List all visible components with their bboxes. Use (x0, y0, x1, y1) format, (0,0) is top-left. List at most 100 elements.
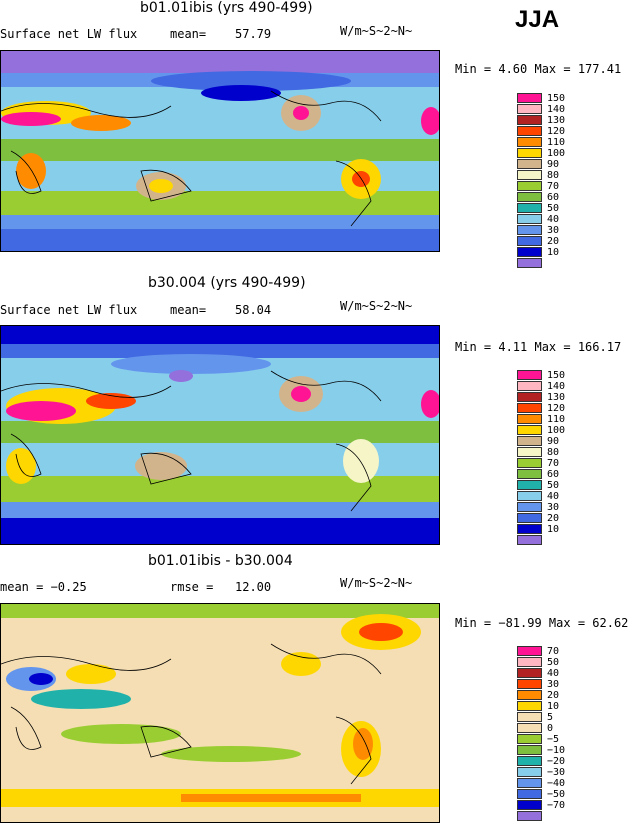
legend-item: 80 (517, 169, 560, 181)
legend-label: 130 (547, 391, 566, 403)
legend-swatch (517, 258, 542, 268)
legend-swatch (517, 447, 542, 457)
legend-label: 20 (547, 512, 560, 524)
legend-swatch (517, 767, 542, 777)
legend-item: 60 (517, 468, 560, 480)
legend-label: 120 (547, 402, 566, 414)
legend-item: 70 (517, 181, 559, 192)
legend-item: 140 (517, 381, 565, 392)
legend-label: 140 (547, 103, 566, 115)
legend-label: −5 (547, 733, 560, 745)
legend-item: 100 (517, 425, 565, 436)
legend-label: 0 (547, 722, 554, 734)
legend-label: 100 (547, 147, 566, 159)
legend-swatch (517, 679, 542, 689)
legend-swatch (517, 458, 542, 468)
legend-label: 40 (547, 490, 560, 502)
legend-swatch (517, 723, 542, 733)
legend-label: 30 (547, 678, 560, 690)
legend-item: 110 (517, 414, 565, 425)
legend-label: 30 (547, 501, 560, 513)
legend-label: 10 (547, 246, 560, 258)
legend-label: 30 (547, 224, 560, 236)
legend-item: 30 (517, 501, 560, 513)
legend-item: 110 (517, 137, 565, 148)
legend-item: 20 (517, 690, 559, 701)
legend-swatch (517, 225, 542, 235)
panel-2-legend: 150 140 130 120 110 100 90 80 70 60 50 4… (517, 369, 577, 545)
legend-label: 50 (547, 202, 560, 214)
legend-label: 80 (547, 169, 560, 181)
panel-3-map (0, 603, 440, 823)
legend-swatch (517, 745, 542, 755)
legend-label: 5 (547, 711, 554, 723)
panel-2-stat-value: 58.04 (235, 303, 272, 317)
legend-label: 90 (547, 158, 560, 170)
legend-label: 130 (547, 114, 566, 126)
legend-swatch (517, 214, 542, 224)
legend-swatch (517, 381, 542, 391)
legend-item: 10 (517, 524, 559, 535)
legend-swatch (517, 491, 542, 501)
legend-item: 50 (517, 202, 560, 214)
legend-item: −5 (517, 733, 560, 745)
panel-3-minmax: Min = −81.99 Max = 62.62 (455, 616, 629, 630)
legend-label: −20 (547, 755, 566, 767)
panel-2-map (0, 325, 440, 545)
legend-swatch (517, 734, 542, 744)
legend-item: 10 (517, 701, 559, 712)
legend-swatch (517, 403, 542, 413)
legend-swatch (517, 778, 542, 788)
legend-swatch (517, 370, 542, 380)
legend-swatch (517, 104, 542, 114)
legend-swatch (517, 469, 542, 479)
legend-swatch (517, 392, 542, 402)
legend-item: 120 (517, 125, 566, 137)
legend-swatch (517, 436, 542, 446)
panel-2-units: W/m~S~2~N~ (340, 299, 413, 313)
panel-2-field-label: Surface net LW flux (0, 303, 138, 317)
legend-swatch (517, 756, 542, 766)
legend-label: 120 (547, 125, 566, 137)
legend-label: 150 (547, 92, 566, 104)
legend-swatch (517, 148, 542, 158)
legend-swatch (517, 701, 542, 711)
legend-item: 40 (517, 668, 559, 679)
panel-2-stat-label: mean= (170, 303, 207, 317)
legend-swatch (517, 181, 542, 191)
panel-3-mean: mean = −0.25 (0, 580, 87, 594)
legend-swatch (517, 126, 542, 136)
legend-item: −50 (517, 788, 566, 800)
panel-3-title: b01.01ibis - b30.004 (148, 553, 293, 569)
panel-3-units: W/m~S~2~N~ (340, 576, 413, 590)
legend-item: 0 (517, 722, 554, 734)
legend-label: −50 (547, 788, 566, 800)
legend-label: 60 (547, 468, 560, 480)
legend-swatch (517, 524, 542, 534)
legend-swatch (517, 513, 542, 523)
legend-swatch (517, 690, 542, 700)
legend-swatch (517, 789, 542, 799)
legend-item: −40 (517, 777, 566, 789)
legend-item: 150 (517, 369, 566, 381)
legend-item: 50 (517, 480, 559, 491)
legend-item (517, 811, 542, 821)
legend-item: −70 (517, 800, 565, 811)
legend-item: 5 (517, 711, 554, 723)
panel-1-units: W/m~S~2~N~ (340, 24, 413, 38)
legend-swatch (517, 668, 542, 678)
panel-1-stat-label: mean= (170, 27, 207, 41)
legend-swatch (517, 414, 542, 424)
legend-item: 90 (517, 435, 560, 447)
legend-label: −40 (547, 777, 566, 789)
panel-2-title: b30.004 (yrs 490-499) (148, 275, 306, 291)
season-label: JJA (515, 6, 560, 33)
legend-label: 150 (547, 369, 566, 381)
legend-label: 70 (547, 457, 560, 469)
panel-1-legend: 150 140 130 120 110 100 90 80 70 60 50 4… (517, 92, 577, 268)
legend-swatch (517, 535, 542, 545)
legend-label: 90 (547, 435, 560, 447)
legend-swatch (517, 170, 542, 180)
panel-3-stat-label: rmse = (170, 580, 214, 594)
legend-swatch (517, 115, 542, 125)
